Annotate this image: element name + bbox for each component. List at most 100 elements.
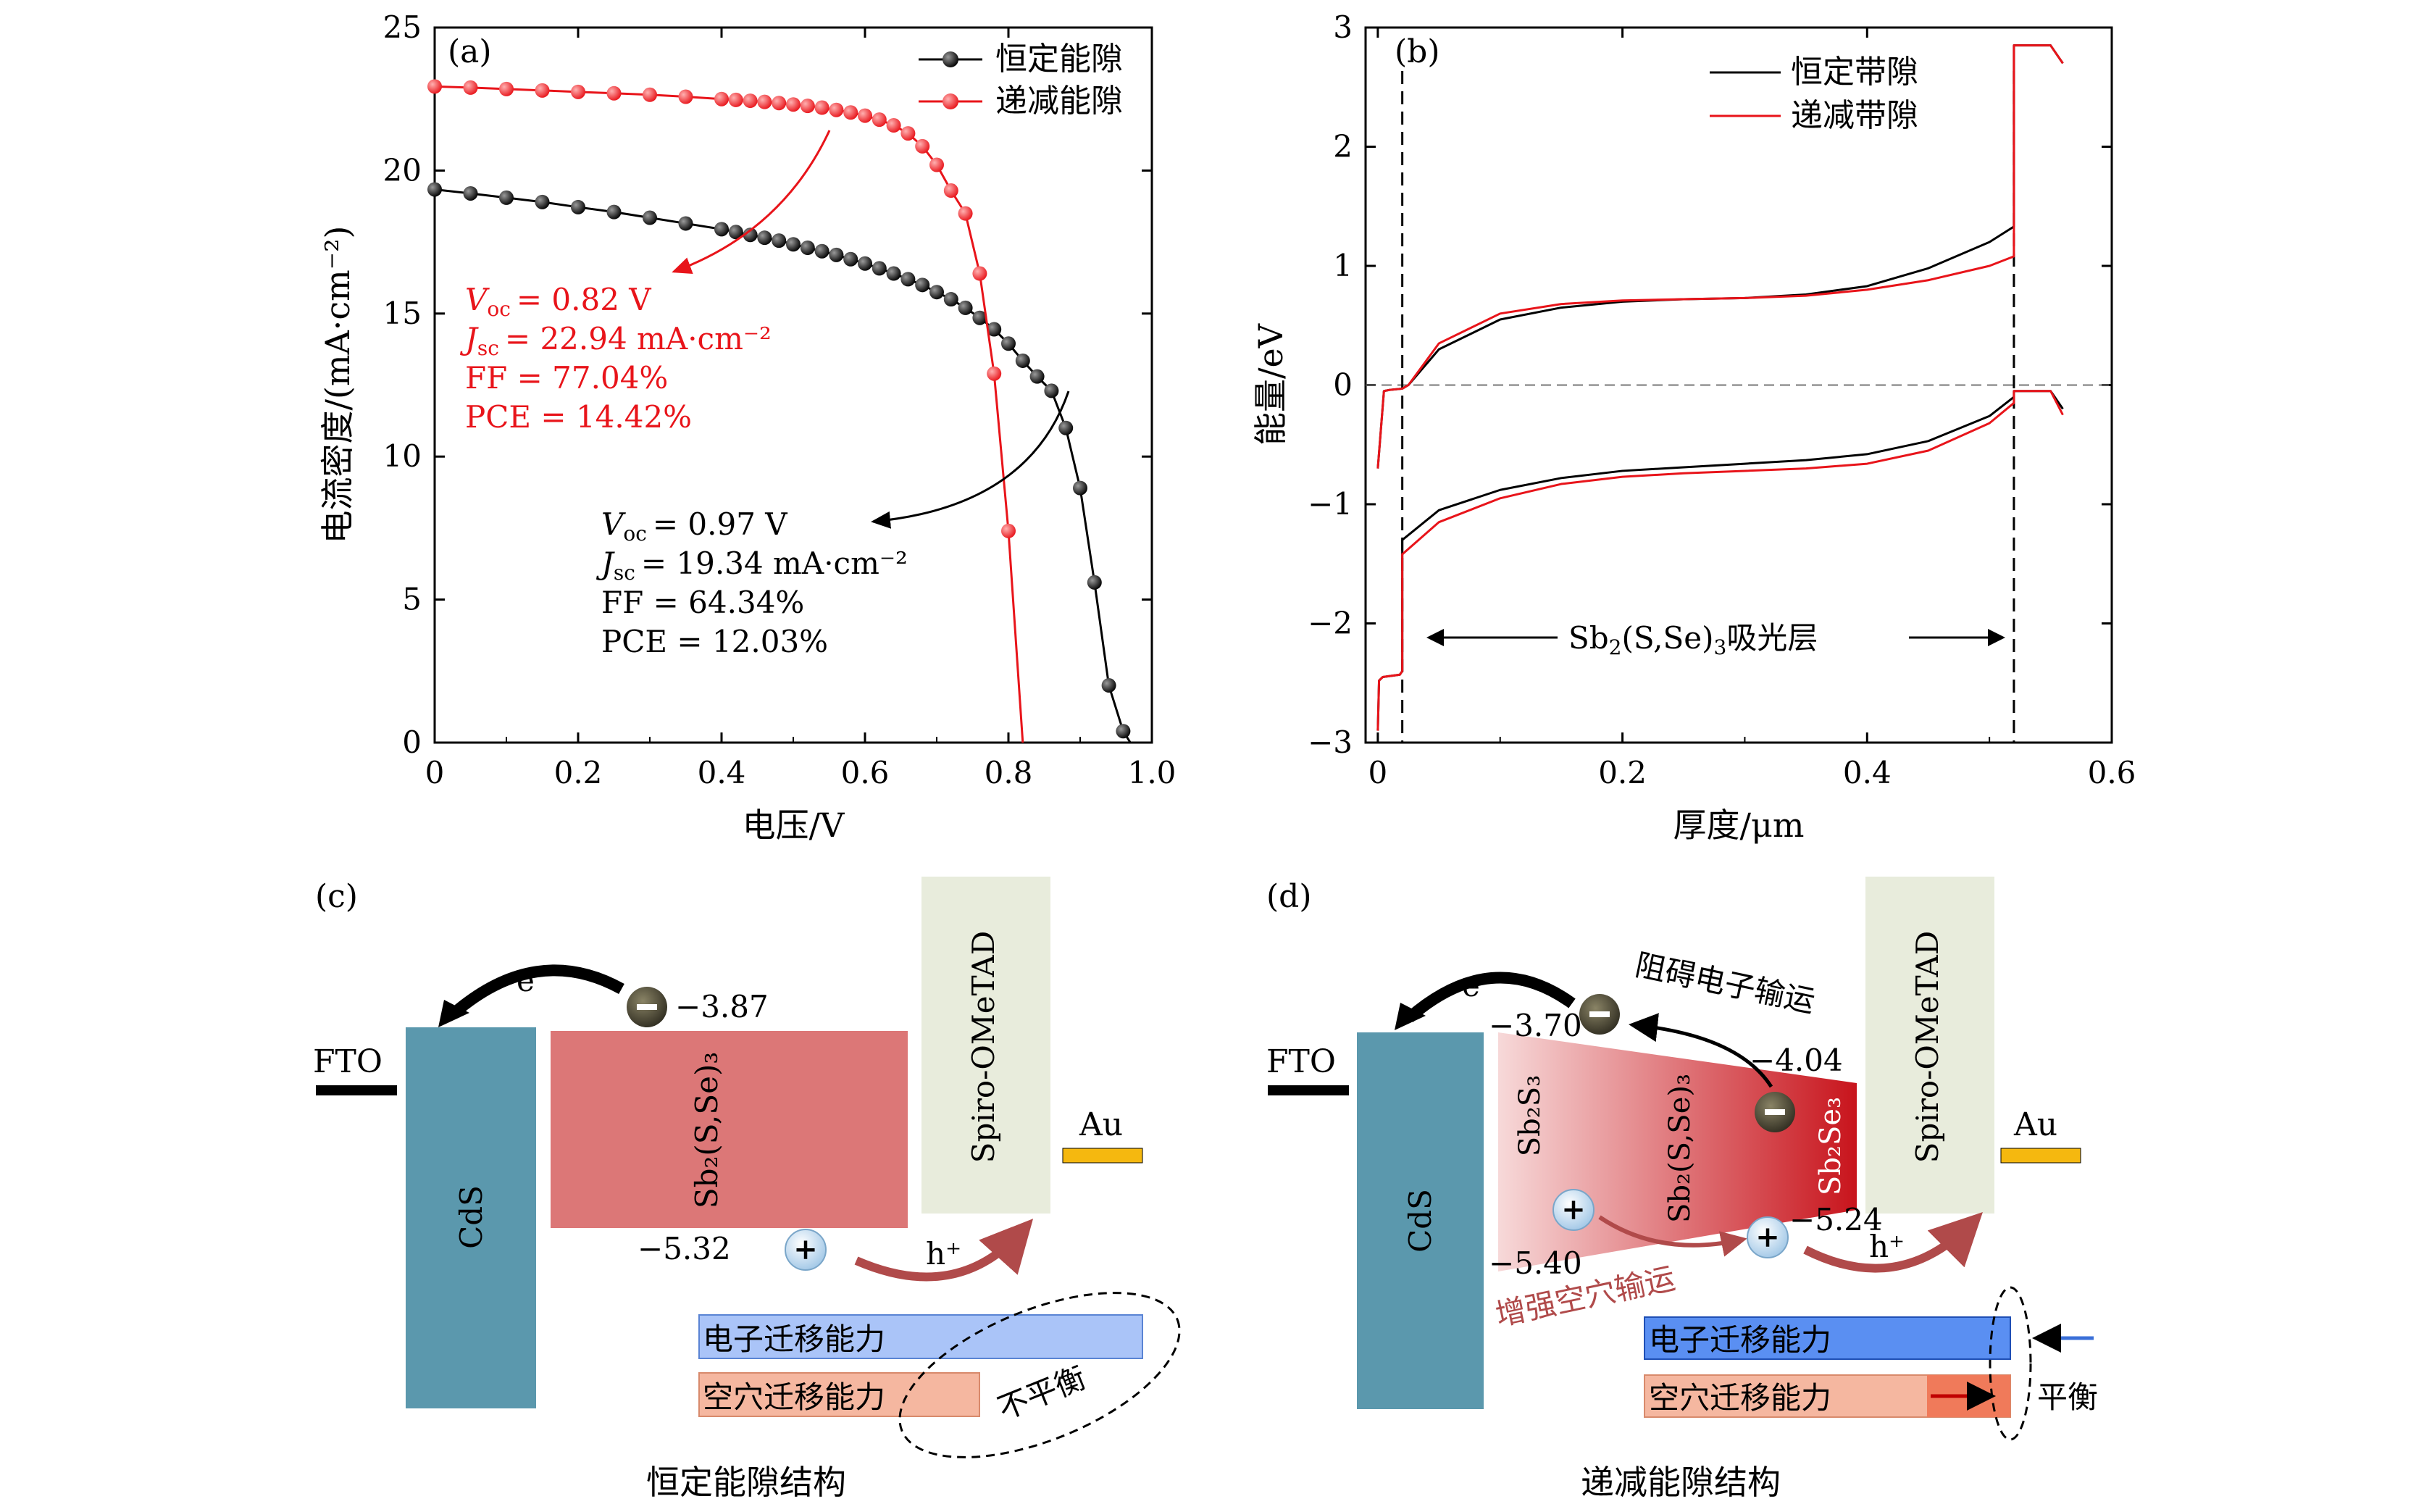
panel-c-au-bar [1062, 1148, 1143, 1164]
data-point-graded [886, 118, 901, 133]
panel-b-series [1376, 44, 2064, 731]
data-point-constant [606, 204, 622, 220]
legend-marker-red [943, 93, 958, 109]
panel-b-tag: (b) [1395, 33, 1440, 70]
panel-a-ytick-label: 0 [402, 724, 422, 760]
constant-vb-line [1376, 390, 2064, 731]
panel-a-ytick-label: 20 [383, 152, 422, 188]
panel-c-cds-label: CdS [454, 1185, 489, 1249]
panel-d-hole-icon-left [1552, 1189, 1595, 1231]
data-point-graded [915, 138, 930, 154]
panel-a-xtick-label: 0.2 [554, 755, 603, 790]
panel-a-xtick-label: 0.4 [698, 755, 746, 790]
panel-b-ytick-label: 1 [1333, 248, 1353, 283]
data-point-constant [772, 233, 787, 248]
panel-b-xlabel: 厚度/μm [1673, 806, 1804, 845]
legend-label-graded: 递减带隙 [1791, 97, 1918, 134]
panel-a-ytick-label: 10 [383, 438, 422, 474]
constant-cb-line [1376, 44, 2064, 469]
panel-d-hole-mobility-label: 空穴迁移能力 [1649, 1380, 1831, 1416]
panel-a-ytick-label: 25 [383, 9, 422, 45]
data-point-constant [678, 216, 693, 231]
panel-d-vb-left: −5.40 [1489, 1245, 1582, 1281]
panel-d-hole-plus-left: + [1561, 1193, 1586, 1227]
data-point-constant [1001, 336, 1016, 351]
data-point-graded [606, 85, 622, 101]
data-point-graded [829, 102, 844, 117]
panel-d-hole-arrow [1803, 1212, 1983, 1273]
panel-c-spiro-layer [921, 877, 1050, 1214]
data-point-graded [535, 83, 550, 98]
data-point-constant [1015, 353, 1030, 368]
panel-b-ticks: 0 0.2 0.4 0.6 −3 −2 −1 0 1 2 3 [1308, 9, 2136, 790]
data-point-constant [643, 210, 657, 225]
panel-d-hole-icon-right [1747, 1216, 1789, 1258]
panel-c-hole-icon [785, 1229, 827, 1271]
panel-b-xtick-label: 0.6 [2088, 755, 2136, 790]
data-point-graded [1001, 523, 1016, 538]
black-annotation-arrow [871, 390, 1070, 529]
data-point-constant [714, 222, 729, 237]
panel-b-ylabel: 能量/eV [1251, 323, 1290, 446]
panel-c-vb-value: −5.32 [638, 1231, 731, 1266]
legend-label-constant: 恒定带隙 [1791, 54, 1918, 91]
panel-d-electron-mobility-bar [1644, 1316, 2011, 1360]
panel-d-cb-left: −3.70 [1489, 1008, 1582, 1043]
data-point-graded [728, 92, 743, 107]
data-point-constant [972, 310, 987, 325]
panel-d-graded-diagram: (d) FTO CdS Sb₂S₃ Sb₂(S,Se)₃ Sb₂Se₃ Spir… [1266, 877, 2098, 1502]
panel-d-sb2s3-label: Sb₂S₃ [1513, 1075, 1547, 1156]
data-point-constant [1029, 369, 1045, 384]
panel-a-tag: (a) [448, 33, 492, 70]
data-point-constant [499, 190, 514, 205]
panel-a-xlabel: 电压/V [743, 806, 845, 845]
black-pce: PCE = 12.03% [601, 624, 828, 659]
panel-a-xtick-label: 0 [425, 755, 445, 790]
panel-d-hole-plus-right: + [1755, 1220, 1780, 1254]
data-point-constant [728, 225, 743, 240]
panel-c-electron-mobility-bar [698, 1314, 1143, 1359]
panel-c-spiro-label: Spiro-OMeTAD [966, 931, 1001, 1164]
panel-d-hole-label: h⁺ [1869, 1229, 1905, 1264]
legend-marker-black [943, 51, 958, 67]
panel-a-legend: 恒定能隙 递减能隙 [919, 41, 1123, 120]
data-point-constant [929, 285, 944, 300]
series-constant-line [434, 188, 1132, 743]
data-point-graded [463, 80, 478, 95]
data-point-constant [1058, 420, 1074, 435]
data-point-graded [958, 206, 973, 221]
panel-d-balance-label: 平衡 [2037, 1379, 2098, 1415]
panel-c-hole-mobility-bar [698, 1372, 980, 1417]
data-point-graded [900, 126, 916, 141]
panel-d-cds-layer [1357, 1032, 1484, 1409]
panel-d-sbsse-label: Sb₂(S,Se)₃ [1663, 1074, 1697, 1223]
black-voc: Voc = 0.97 V [601, 506, 787, 546]
data-point-constant [743, 227, 758, 243]
panel-c-constant-diagram: (c) FTO CdS Sb₂(S,Se)₃ Spiro-OMeTAD Au −… [313, 877, 1181, 1502]
panel-d-electron-arrow [1405, 972, 1576, 1023]
panel-b-xtick-label: 0.4 [1843, 755, 1892, 790]
data-point-graded [714, 91, 729, 106]
data-point-graded [757, 94, 772, 109]
red-annotation-arrow [672, 130, 831, 274]
panel-d-balance-ellipse [1989, 1286, 2032, 1441]
data-point-graded [427, 79, 442, 94]
panel-b-xtick-label: 0 [1368, 755, 1388, 790]
absorber-layer-label: Sb2(S,Se)3吸光层 [1568, 620, 1818, 659]
panel-d-vb-right: −5.24 [1789, 1202, 1883, 1237]
data-point-constant [757, 230, 772, 246]
data-point-graded [872, 112, 887, 128]
data-point-graded [571, 84, 585, 99]
black-ff: FF = 64.34% [601, 585, 804, 620]
panel-d-au-bar [2000, 1148, 2081, 1164]
panel-b-ytick-label: −1 [1308, 486, 1353, 522]
red-pce: PCE = 14.42% [465, 399, 692, 435]
panel-d-electron-mobility-label: 电子迁移能力 [1649, 1322, 1831, 1358]
data-point-constant [872, 261, 887, 276]
panel-c-hole-arrow [854, 1219, 1034, 1282]
panel-c-absorber-layer [551, 1031, 908, 1228]
red-jsc: Jsc = 22.94 mA·cm⁻² [459, 321, 772, 360]
data-point-constant [900, 272, 916, 287]
data-point-constant [1073, 480, 1087, 496]
panel-d-electron-arrowhead [1395, 1003, 1426, 1030]
